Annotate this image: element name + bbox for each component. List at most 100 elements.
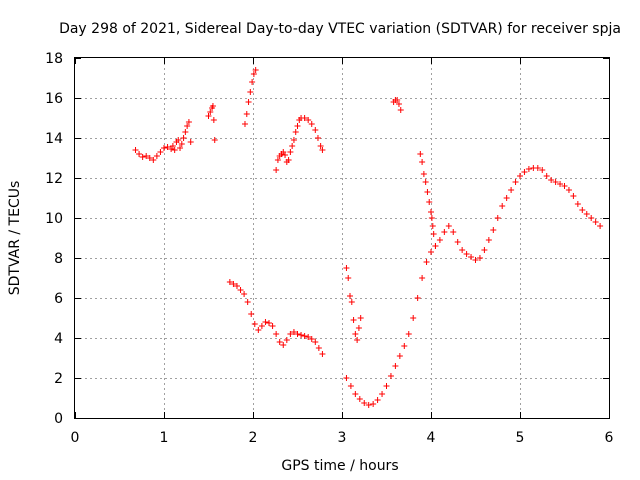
data-point: [248, 311, 255, 317]
data-point: [345, 275, 352, 281]
data-point: [454, 239, 461, 245]
data-point: [308, 336, 315, 342]
data-point: [352, 331, 359, 337]
data-point: [150, 157, 157, 163]
data-point: [292, 129, 299, 135]
data-point: [301, 115, 308, 121]
data-point: [512, 179, 519, 185]
data-point: [350, 317, 357, 323]
data-point: [557, 181, 564, 187]
data-point: [356, 396, 363, 402]
y-tick-label: 8: [54, 251, 63, 267]
data-point: [485, 237, 492, 243]
data-point: [250, 71, 257, 77]
data-point: [283, 337, 290, 343]
data-point: [396, 353, 403, 359]
data-point: [597, 223, 604, 229]
data-point: [139, 154, 146, 160]
data-point: [241, 121, 248, 127]
x-tick-label: 5: [516, 430, 525, 446]
data-point: [209, 103, 216, 109]
data-point: [319, 147, 326, 153]
data-point: [251, 321, 258, 327]
data-point: [282, 152, 289, 158]
data-point: [143, 153, 150, 159]
data-point: [294, 331, 301, 337]
data-point: [463, 251, 470, 257]
y-tick-label: 16: [45, 91, 63, 107]
data-point: [187, 139, 194, 145]
data-point: [290, 137, 297, 143]
data-point: [423, 259, 430, 265]
data-point: [241, 291, 248, 297]
data-point: [436, 237, 443, 243]
data-point: [472, 257, 479, 263]
data-point: [343, 265, 350, 271]
data-point: [579, 207, 586, 213]
data-point: [305, 117, 312, 123]
y-tick-label: 12: [45, 171, 63, 187]
data-point: [301, 333, 308, 339]
data-point: [588, 215, 595, 221]
data-point: [287, 149, 294, 155]
data-point: [426, 199, 433, 205]
data-point: [180, 135, 187, 141]
data-point: [182, 129, 189, 135]
data-point: [280, 342, 287, 348]
data-point: [445, 223, 452, 229]
data-point: [269, 323, 276, 329]
data-point: [262, 319, 269, 325]
data-point: [233, 283, 240, 289]
y-tick-label: 2: [54, 371, 63, 387]
data-point: [387, 373, 394, 379]
data-point: [539, 167, 546, 173]
x-axis-label: GPS time / hours: [281, 458, 398, 474]
data-point: [319, 351, 326, 357]
x-tick-label: 3: [338, 430, 347, 446]
data-point: [422, 179, 429, 185]
data-point: [185, 119, 192, 125]
data-point: [374, 397, 381, 403]
y-axis-label: SDTVAR / TECUs: [7, 181, 23, 296]
data-point: [561, 183, 568, 189]
data-point: [548, 177, 555, 183]
data-point: [230, 281, 237, 287]
data-point: [211, 137, 218, 143]
data-point: [543, 173, 550, 179]
data-points: [132, 67, 604, 408]
data-point: [312, 339, 319, 345]
data-point: [574, 201, 581, 207]
data-point: [146, 155, 153, 161]
data-point: [169, 143, 176, 149]
data-point: [583, 211, 590, 217]
y-tick-label: 4: [54, 331, 63, 347]
data-point: [517, 173, 523, 179]
data-point: [494, 215, 501, 221]
x-tick-label: 2: [249, 430, 258, 446]
data-point: [347, 293, 354, 299]
data-point: [132, 147, 139, 153]
data-point: [244, 299, 251, 305]
data-point: [417, 151, 424, 157]
data-point: [177, 145, 184, 151]
x-tick-label: 6: [605, 430, 614, 446]
data-point: [379, 391, 386, 397]
data-point: [365, 402, 372, 408]
data-point: [394, 97, 401, 103]
data-point: [298, 332, 305, 338]
data-point: [424, 189, 431, 195]
data-point: [419, 159, 426, 165]
data-point: [361, 400, 368, 406]
data-point: [247, 89, 254, 95]
y-tick-label: 10: [45, 211, 63, 227]
x-tick-label: 4: [427, 430, 436, 446]
data-point: [397, 107, 404, 113]
data-point: [315, 345, 322, 351]
data-point: [314, 135, 321, 141]
data-point: [171, 147, 178, 153]
data-point: [184, 123, 191, 129]
y-tick-label: 0: [54, 411, 63, 427]
y-tick-label: 18: [45, 51, 63, 67]
data-point: [592, 219, 599, 225]
data-point: [355, 325, 362, 331]
